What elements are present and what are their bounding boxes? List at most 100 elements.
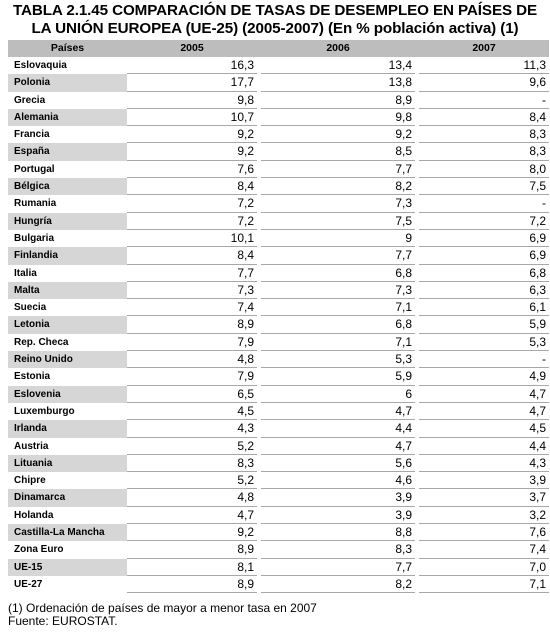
- value-2005-cell: 4,7: [127, 507, 257, 525]
- value-2006-cell: 7,7: [261, 161, 415, 179]
- value-2006-cell: 8,8: [261, 524, 415, 542]
- table-row: Suecia 7,4 7,1 6,1: [8, 299, 549, 317]
- table-row: Irlanda 4,3 4,4 4,5: [8, 420, 549, 438]
- table-row: Rep. Checa 7,9 7,1 5,3: [8, 334, 549, 352]
- country-cell: Bulgaria: [14, 232, 55, 244]
- value-2007-cell: 4,5: [419, 420, 549, 438]
- footnote: (1) Ordenación de países de mayor a meno…: [8, 601, 317, 615]
- value-2005-cell: 4,5: [127, 403, 257, 421]
- table-row: Francia 9,2 9,2 8,3: [8, 126, 549, 144]
- country-cell: Dinamarca: [8, 489, 127, 507]
- value-2007-cell: 8,4: [419, 109, 549, 127]
- value-2007-cell: -: [419, 195, 549, 213]
- table-row: Chipre 5,2 4,6 3,9: [8, 472, 549, 490]
- country-cell: UE-27: [14, 578, 43, 590]
- value-2006-cell: 7,3: [261, 282, 415, 300]
- title-line-2: LA UNIÓN EUROPEA (UE-25) (2005-2007) (En…: [31, 20, 519, 37]
- value-2007-cell: 6,9: [419, 247, 549, 265]
- country-cell: Holanda: [14, 509, 54, 521]
- value-2005-cell: 8,4: [127, 178, 257, 196]
- country-cell: Irlanda: [8, 420, 127, 438]
- value-2006-cell: 7,1: [261, 334, 415, 352]
- table-row: Dinamarca 4,8 3,9 3,7: [8, 489, 549, 507]
- table-header: Países 2005 2006 2007: [8, 40, 549, 57]
- table-row: Bélgica 8,4 8,2 7,5: [8, 178, 549, 196]
- value-2005-cell: 7,2: [127, 213, 257, 230]
- header-2007: 2007: [472, 42, 496, 54]
- value-2005-cell: 4,8: [127, 489, 257, 507]
- country-cell: Malta: [8, 281, 127, 300]
- value-2006-cell: 5,6: [261, 455, 415, 473]
- value-2007-cell: 7,2: [419, 213, 549, 230]
- country-cell: UE-15: [8, 558, 127, 576]
- value-2005-cell: 7,9: [127, 368, 257, 386]
- country-cell: Estonia: [14, 371, 51, 383]
- source-note: Fuente: EUROSTAT.: [8, 614, 118, 628]
- value-2005-cell: 8,1: [127, 559, 257, 576]
- country-cell: Portugal: [14, 163, 55, 175]
- value-2005-cell: 9,8: [127, 92, 257, 109]
- value-2007-cell: 7,5: [419, 178, 549, 196]
- value-2005-cell: 8,9: [127, 541, 257, 559]
- value-2007-cell: 6,9: [419, 230, 549, 248]
- value-2007-cell: 4,9: [419, 368, 549, 386]
- value-2005-cell: 4,8: [127, 351, 257, 369]
- value-2007-cell: 8,3: [419, 126, 549, 144]
- value-2005-cell: 16,3: [127, 57, 257, 75]
- country-cell: Suecia: [14, 302, 47, 314]
- value-2006-cell: 4,7: [261, 438, 415, 455]
- table-row: España 9,2 8,5 8,3: [8, 143, 549, 161]
- country-cell: Rumania: [14, 198, 57, 210]
- table-row: UE-15 8,1 7,7 7,0: [8, 558, 549, 576]
- value-2005-cell: 7,6: [127, 161, 257, 179]
- value-2006-cell: 3,9: [261, 507, 415, 525]
- country-cell: Eslovenia: [8, 385, 127, 403]
- country-cell: Chipre: [14, 475, 46, 487]
- country-cell: Hungría: [8, 212, 127, 230]
- value-2006-cell: 7,7: [261, 247, 415, 265]
- value-2005-cell: 5,2: [127, 438, 257, 455]
- value-2005-cell: 8,4: [127, 247, 257, 265]
- header-countries: Países: [50, 42, 85, 54]
- country-cell: Reino Unido: [8, 351, 127, 369]
- value-2006-cell: 13,4: [261, 57, 415, 75]
- value-2006-cell: 9,2: [261, 126, 415, 144]
- country-cell: Grecia: [14, 94, 46, 106]
- value-2007-cell: 4,3: [419, 455, 549, 473]
- value-2005-cell: 9,2: [127, 524, 257, 542]
- table-row: Portugal 7,6 7,7 8,0: [8, 161, 549, 179]
- value-2005-cell: 7,7: [127, 265, 257, 282]
- country-cell: Lituania: [8, 454, 127, 473]
- value-2007-cell: 5,3: [419, 334, 549, 352]
- country-cell: Letonia: [8, 316, 127, 334]
- value-2006-cell: 8,2: [261, 576, 415, 594]
- table-row: Zona Euro 8,9 8,3 7,4: [8, 541, 549, 559]
- value-2007-cell: 3,9: [419, 472, 549, 490]
- table-row: Grecia 9,8 8,9-: [8, 92, 549, 109]
- value-2005-cell: 8,9: [127, 316, 257, 334]
- country-cell: Luxemburgo: [14, 405, 75, 417]
- table-row: Reino Unido 4,8 5,3-: [8, 351, 549, 369]
- value-2007-cell: 6,8: [419, 265, 549, 282]
- value-2006-cell: 8,2: [261, 178, 415, 196]
- value-2007-cell: 6,1: [419, 299, 549, 317]
- value-2006-cell: 13,8: [261, 74, 415, 92]
- value-2006-cell: 6: [261, 386, 415, 403]
- value-2006-cell: 3,9: [261, 489, 415, 507]
- country-cell: Eslovaquia: [14, 60, 67, 71]
- value-2005-cell: 6,5: [127, 386, 257, 403]
- value-2006-cell: 6,8: [261, 316, 415, 334]
- table-row: Holanda 4,7 3,9 3,2: [8, 507, 549, 525]
- table-row: Polonia 17,7 13,8 9,6: [8, 74, 549, 92]
- value-2007-cell: 6,3: [419, 282, 549, 300]
- value-2007-cell: 8,3: [419, 143, 549, 161]
- value-2007-cell: 7,4: [419, 541, 549, 559]
- value-2007-cell: 8,0: [419, 161, 549, 179]
- value-2006-cell: 7,3: [261, 195, 415, 213]
- country-cell: Bélgica: [8, 178, 127, 196]
- table-row: Letonia 8,9 6,8 5,9: [8, 316, 549, 334]
- value-2005-cell: 10,7: [127, 109, 257, 127]
- table-row: UE-27 8,9 8,2 7,1: [8, 576, 549, 594]
- value-2006-cell: 7,7: [261, 559, 415, 576]
- value-2007-cell: 4,7: [419, 403, 549, 421]
